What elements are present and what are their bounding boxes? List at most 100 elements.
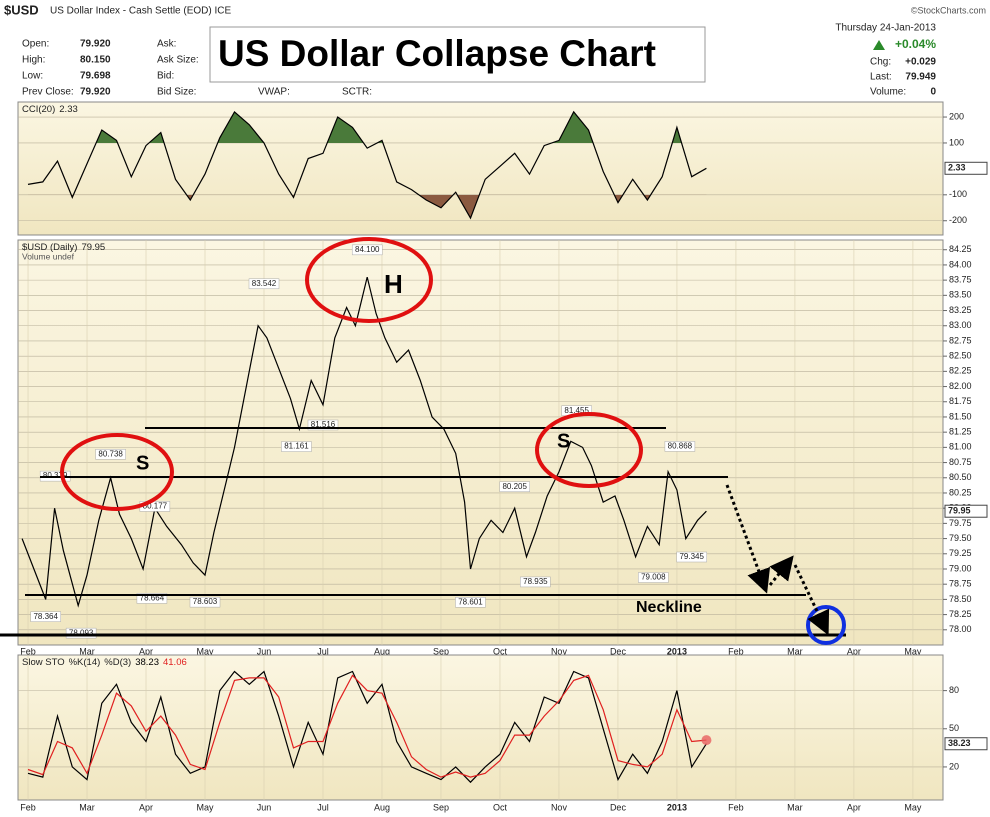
annotation-label: 81.516 <box>311 420 336 429</box>
x-tick-label: Dec <box>610 802 627 812</box>
title-box <box>209 26 706 83</box>
series-line <box>27 670 707 784</box>
annotation-box <box>30 611 61 622</box>
annotation-label: 79.008 <box>641 573 666 582</box>
x-tick-label: Feb <box>20 646 36 656</box>
annotation-label: 80.379 <box>43 471 68 480</box>
y-tick-label: 20 <box>949 761 959 771</box>
panel-legend: CCI(20) 2.33 <box>22 104 78 115</box>
annotation-box <box>638 572 669 583</box>
description: US Dollar Index - Cash Settle (EOD) ICE <box>50 6 231 17</box>
last-value: 2.33 <box>948 163 966 173</box>
panel-legend: $USD (Daily) 79.95 <box>22 242 105 253</box>
x-tick-label: Jul <box>317 802 329 812</box>
y-tick-label: 80.50 <box>949 472 972 482</box>
panel-bg <box>17 101 944 236</box>
legend-value: 79.95 <box>81 242 105 253</box>
x-tick-label: Mar <box>79 802 95 812</box>
symbol: $USD <box>4 2 39 17</box>
y-tick-label: 50 <box>949 723 959 733</box>
x-tick-label: Aug <box>374 802 390 812</box>
arrow <box>793 564 830 636</box>
quote-label: Bid: <box>157 71 174 82</box>
legend-value: 2.33 <box>59 104 78 115</box>
x-tick-label: Jun <box>257 646 272 656</box>
y-tick-label: 79.25 <box>949 548 972 558</box>
x-tick-label: Feb <box>728 802 744 812</box>
quote-label: Ask Size: <box>157 55 199 66</box>
x-tick-label: 2013 <box>667 646 687 656</box>
chg-label: Chg: <box>870 57 891 68</box>
x-tick-label: May <box>196 802 214 812</box>
panel-legend: Slow STO %K(14) %D(3) 38.23 41.06 <box>22 657 187 668</box>
annotation-label: 81.161 <box>284 442 309 451</box>
annotation-box <box>136 593 168 604</box>
x-tick-label: May <box>904 802 922 812</box>
y-tick-label: -100 <box>949 189 967 199</box>
annotation-label: 83.542 <box>252 279 277 288</box>
series-line <box>27 674 707 778</box>
y-tick-label: 80.75 <box>949 457 972 467</box>
y-tick-label: 82.25 <box>949 366 972 376</box>
x-tick-label: Apr <box>139 646 153 656</box>
series-line <box>27 110 707 220</box>
y-tick-label: 100 <box>949 137 964 147</box>
arrow <box>725 484 771 594</box>
pattern-label: S <box>136 452 149 474</box>
y-tick-label: 81.50 <box>949 411 972 421</box>
x-tick-label: Feb <box>728 646 744 656</box>
arrow <box>768 555 794 586</box>
x-tick-label: 2013 <box>667 802 687 812</box>
y-tick-label: 82.00 <box>949 381 972 391</box>
y-tick-label: -200 <box>949 215 967 225</box>
y-tick-label: 81.75 <box>949 396 972 406</box>
volume: 0 <box>930 87 936 98</box>
y-tick-label: 82.75 <box>949 335 972 345</box>
quote-label: Ask: <box>157 39 176 50</box>
annotation-box <box>664 441 696 452</box>
annotation-label: 78.664 <box>140 594 165 603</box>
quote-label: Bid Size: <box>157 87 196 98</box>
legend-title: Slow STO <box>22 657 65 668</box>
annotation-box <box>248 278 280 290</box>
y-tick-label: 83.00 <box>949 320 972 330</box>
y-tick-label: 84.25 <box>949 244 972 254</box>
annotation-box <box>499 481 530 492</box>
last-value-box <box>944 504 988 518</box>
x-tick-label: Oct <box>493 802 508 812</box>
y-tick-label: 80.25 <box>949 487 972 497</box>
quote-value: 79.920 <box>80 87 111 98</box>
annotation-box <box>281 441 312 452</box>
ellipse <box>535 412 643 488</box>
annotation-label: 78.093 <box>69 628 94 637</box>
x-tick-label: Mar <box>787 802 803 812</box>
annotation-label: 80.205 <box>502 482 527 491</box>
quote-label: Open: <box>22 39 49 50</box>
chg: +0.029 <box>905 57 936 68</box>
annotation-label: 78.935 <box>523 577 548 586</box>
y-tick-label: 78.75 <box>949 579 972 589</box>
change-pct: +0.04% <box>895 37 936 51</box>
volume-label: Volume: <box>870 87 906 98</box>
quote-label: High: <box>22 55 45 66</box>
last-label: Last: <box>870 72 892 83</box>
x-tick-label: Nov <box>551 802 568 812</box>
cci-fill <box>96 111 682 143</box>
y-tick-label: 83.50 <box>949 290 972 300</box>
last-value: 79.95 <box>948 506 971 516</box>
y-tick-label: 83.25 <box>949 305 972 315</box>
last: 79.949 <box>905 72 936 83</box>
annotation-label: 78.601 <box>458 597 483 606</box>
y-tick-label: 78.50 <box>949 594 972 604</box>
x-tick-label: Oct <box>493 646 508 656</box>
chart-title: US Dollar Collapse Chart <box>218 33 656 74</box>
annotation-box <box>676 551 707 563</box>
x-tick-label: Sep <box>433 802 449 812</box>
legend-value: 41.06 <box>163 657 187 668</box>
legend-entry: %K(14) <box>69 657 101 668</box>
legend-title: $USD (Daily) <box>22 242 77 253</box>
x-tick-label: Mar <box>787 646 803 656</box>
quote-value: 79.920 <box>80 39 111 50</box>
